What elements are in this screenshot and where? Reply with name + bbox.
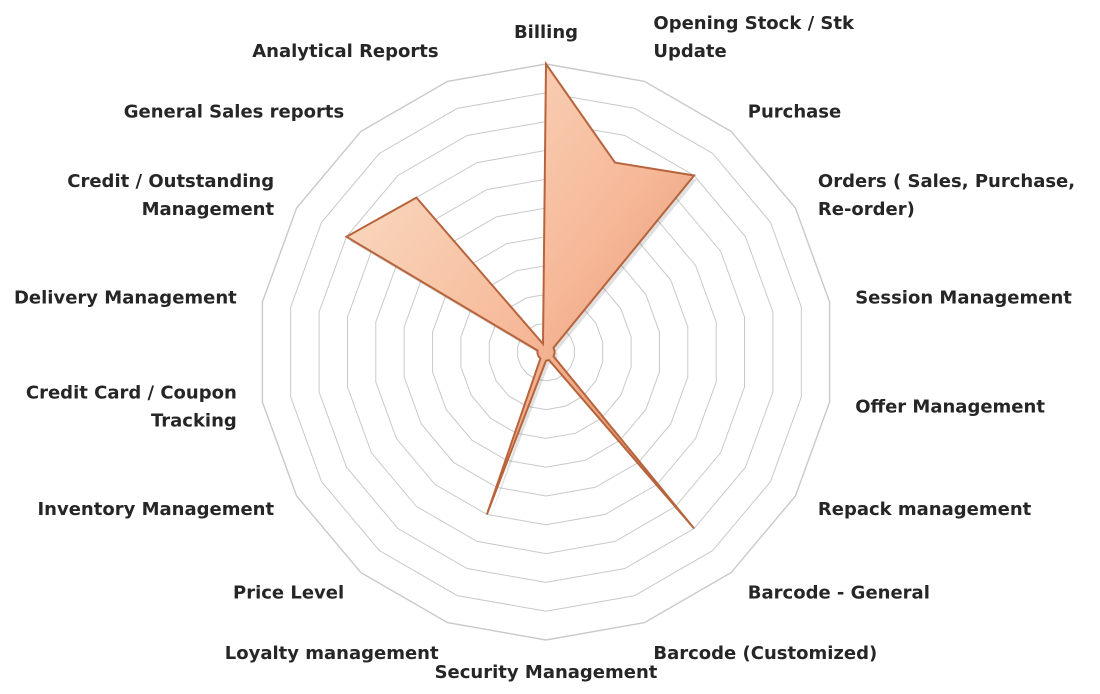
axis-label-line: Repack management [818,499,1032,520]
axis-label: Barcode - General [748,583,930,604]
axis-label-line: General Sales reports [124,102,344,123]
axis-label-line: Session Management [855,288,1072,309]
axis-label: Purchase [748,102,841,123]
axis-label: Session Management [855,288,1072,309]
data-point [545,63,548,66]
axis-labels: Billing Opening Stock / Stk Update Purchase… [14,13,1075,683]
data-point [552,346,555,349]
data-point [415,196,418,199]
axis-label: Credit Card / Coupon Tracking [26,383,237,432]
axis-label-line: Opening Stock / Stk [653,13,855,34]
axis-label-line: Purchase [748,102,841,123]
axis-label-line: Management [142,199,275,220]
axis-label-line: Loyalty management [225,643,439,664]
data-point [548,359,551,362]
axis-label: Billing [514,22,578,43]
axis-label: Delivery Management [14,288,237,309]
axis-label-line: Tracking [151,411,237,432]
axis-label-line: Price Level [233,583,344,604]
axis-label: Credit / Outstanding Management [67,171,274,220]
axis-label-line: Delivery Management [14,288,237,309]
axis-label: Offer Management [855,397,1045,418]
data-point [536,349,539,352]
axis-label-line: Barcode - General [748,583,930,604]
data-point [485,513,488,516]
data-point [545,359,548,362]
axis-label: Barcode (Customized) [653,643,877,664]
axis-label: Inventory Management [37,499,274,520]
data-point [345,235,348,238]
axis-label: Repack management [818,499,1032,520]
axis-label: Orders ( Sales, Purchase, Re-order) [818,171,1075,220]
axis-label: General Sales reports [124,102,344,123]
data-point [693,527,696,530]
data-point [536,352,539,355]
data-point [539,357,542,360]
data-point [693,174,696,177]
data-point [553,349,556,352]
axis-label-line: Orders ( Sales, Purchase, [818,171,1075,192]
data-point [542,342,545,345]
axis-label-line: Offer Management [855,397,1045,418]
axis-label: Loyalty management [225,643,439,664]
data-point [537,355,540,358]
axis-label: Security Management [435,662,658,683]
radar-series [344,60,698,533]
axis-label-line: Analytical Reports [252,41,438,62]
axis-label: Price Level [233,583,344,604]
axis-label-line: Billing [514,22,578,43]
axis-label-line: Credit Card / Coupon [26,383,237,404]
axis-label: Analytical Reports [252,41,438,62]
grid-ring [290,92,802,612]
axis-label-line: Re-order) [818,199,915,220]
radar-grid [261,63,831,641]
axis-label-line: Security Management [435,662,658,683]
data-point [553,352,556,355]
grid-ring [261,63,831,641]
axis-label: Opening Stock / Stk Update [653,13,855,62]
data-point [614,161,617,164]
series-area [344,60,696,530]
axis-label-line: Credit / Outstanding [67,171,274,192]
axis-label-line: Barcode (Customized) [653,643,877,664]
axis-label-line: Update [653,41,726,62]
axis-label-line: Inventory Management [37,499,274,520]
data-point [552,355,555,358]
